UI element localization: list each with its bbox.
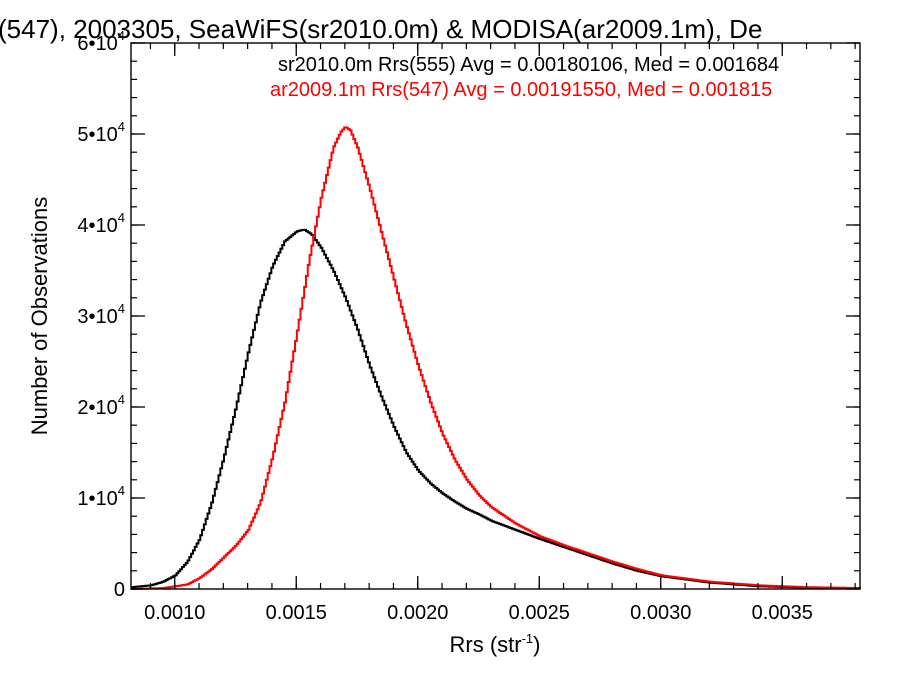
y-tick-mantissa: 4•10 (77, 215, 117, 237)
y-tick-label: 2•104 (77, 392, 125, 419)
y-tick-exponent: 4 (118, 301, 125, 316)
y-tick-label: 4•104 (77, 210, 125, 237)
x-tick-label: 0.0030 (630, 602, 691, 624)
y-tick-exponent: 4 (118, 483, 125, 498)
y-axis-label: Number of Observations (27, 197, 52, 435)
y-tick-label: 6•104 (77, 28, 125, 55)
x-axis-label-tail: ) (533, 632, 540, 657)
x-axis: 0.0010 0.0015 0.0020 0.0025 0.0030 0.0035 (144, 43, 856, 624)
series-1-histogram (131, 126, 861, 590)
x-tick-label: 0.0025 (509, 602, 570, 624)
x-tick-label: 0.0035 (752, 602, 813, 624)
legend-entry-red: ar2009.1m Rrs(547) Avg = 0.00191550, Med… (270, 79, 772, 101)
x-tick-label: 0.0020 (387, 602, 448, 624)
y-tick-label: 1•104 (77, 483, 125, 510)
y-tick-exponent: 4 (118, 210, 125, 225)
legend-entry-black: sr2010.0m Rrs(555) Avg = 0.00180106, Med… (278, 54, 779, 76)
y-tick-label: 5•104 (77, 119, 125, 146)
y-tick-label: 3•104 (77, 301, 125, 328)
y-tick-mantissa: 3•10 (77, 306, 117, 328)
x-tick-label: 0.0010 (144, 602, 205, 624)
x-axis-label-sup: -1 (522, 631, 534, 646)
x-tick-label: 0.0015 (266, 602, 327, 624)
y-tick-exponent: 4 (118, 28, 125, 43)
y-tick-exponent: 4 (118, 119, 125, 134)
y-tick-mantissa: 1•10 (77, 488, 117, 510)
chart-title: (547), 2003305, SeaWiFS(sr2010.0m) & MOD… (0, 14, 762, 44)
x-axis-label: Rrs (str-1) (450, 631, 541, 657)
y-tick-mantissa: 2•10 (77, 397, 117, 419)
x-axis-label-main: Rrs (str (450, 632, 522, 657)
y-tick-mantissa: 6•10 (77, 33, 117, 55)
y-tick-exponent: 4 (118, 392, 125, 407)
y-tick-mantissa: 0 (114, 579, 125, 601)
series-layer (131, 126, 861, 590)
y-tick-mantissa: 5•10 (77, 124, 117, 146)
y-tick-label: 0 (114, 579, 125, 601)
